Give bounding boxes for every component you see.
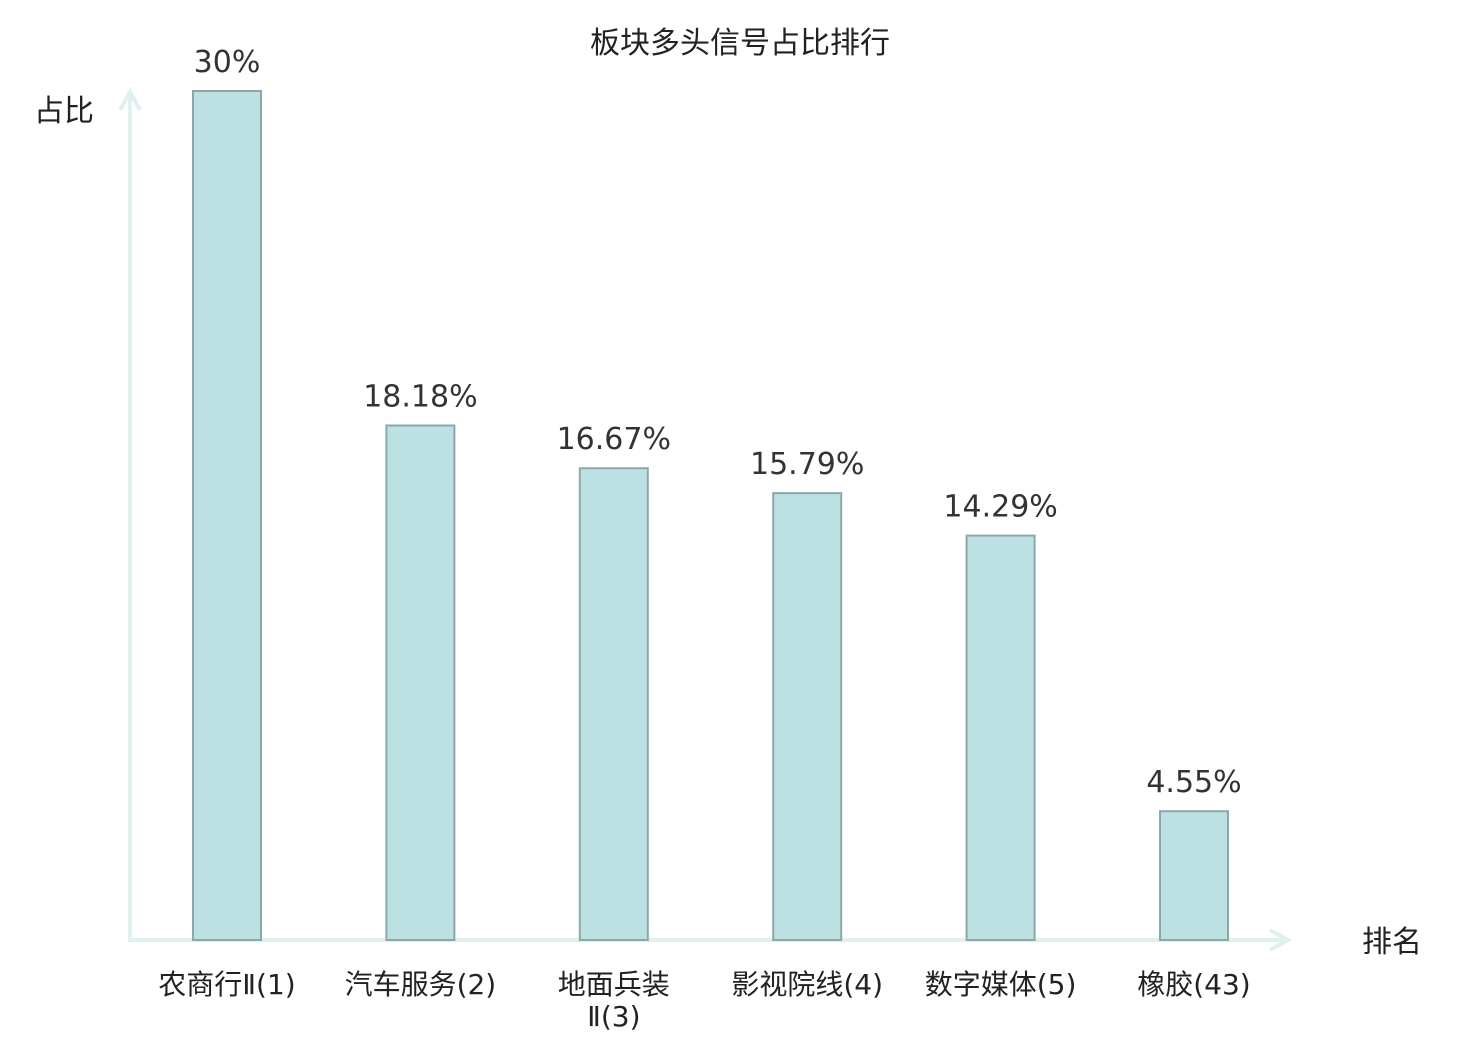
- category-label-3-line-1: 地面兵装: [558, 968, 670, 1001]
- value-label-6: 4.55%: [1146, 765, 1241, 800]
- bar-2: [385, 424, 456, 942]
- x-axis-title: 排名: [1362, 925, 1422, 960]
- bar-4: [772, 492, 843, 941]
- category-label-3-line-2: Ⅱ(3): [587, 1000, 640, 1033]
- bar-5: [965, 534, 1036, 942]
- category-label-5: 数字媒体(5): [925, 968, 1077, 1001]
- y-axis-title: 占比: [34, 94, 94, 129]
- category-label-2: 汽车服务(2): [345, 968, 497, 1001]
- bar-1: [192, 90, 262, 941]
- chart-title: 板块多头信号占比排行: [590, 26, 890, 61]
- category-label-1: 农商行Ⅱ(1): [158, 968, 295, 1001]
- bar-3: [578, 467, 649, 941]
- bar-6: [1159, 810, 1229, 941]
- category-label-4: 影视院线(4): [731, 968, 883, 1001]
- bars: [192, 90, 1229, 942]
- value-label-3: 16.67%: [557, 422, 671, 457]
- value-labels: 30% 18.18% 16.67% 15.79% 14.29% 4.55%: [194, 45, 1242, 800]
- value-label-4: 15.79%: [750, 447, 864, 482]
- x-axis: 排名: [128, 925, 1422, 960]
- y-axis-arrow-icon: [118, 87, 142, 111]
- category-label-6: 橡胶(43): [1137, 968, 1250, 1001]
- value-label-5: 14.29%: [943, 490, 1057, 525]
- x-axis-arrow-icon: [1269, 928, 1293, 952]
- value-label-2: 18.18%: [363, 380, 477, 415]
- y-axis: 占比: [34, 87, 142, 940]
- value-label-1: 30%: [194, 45, 261, 80]
